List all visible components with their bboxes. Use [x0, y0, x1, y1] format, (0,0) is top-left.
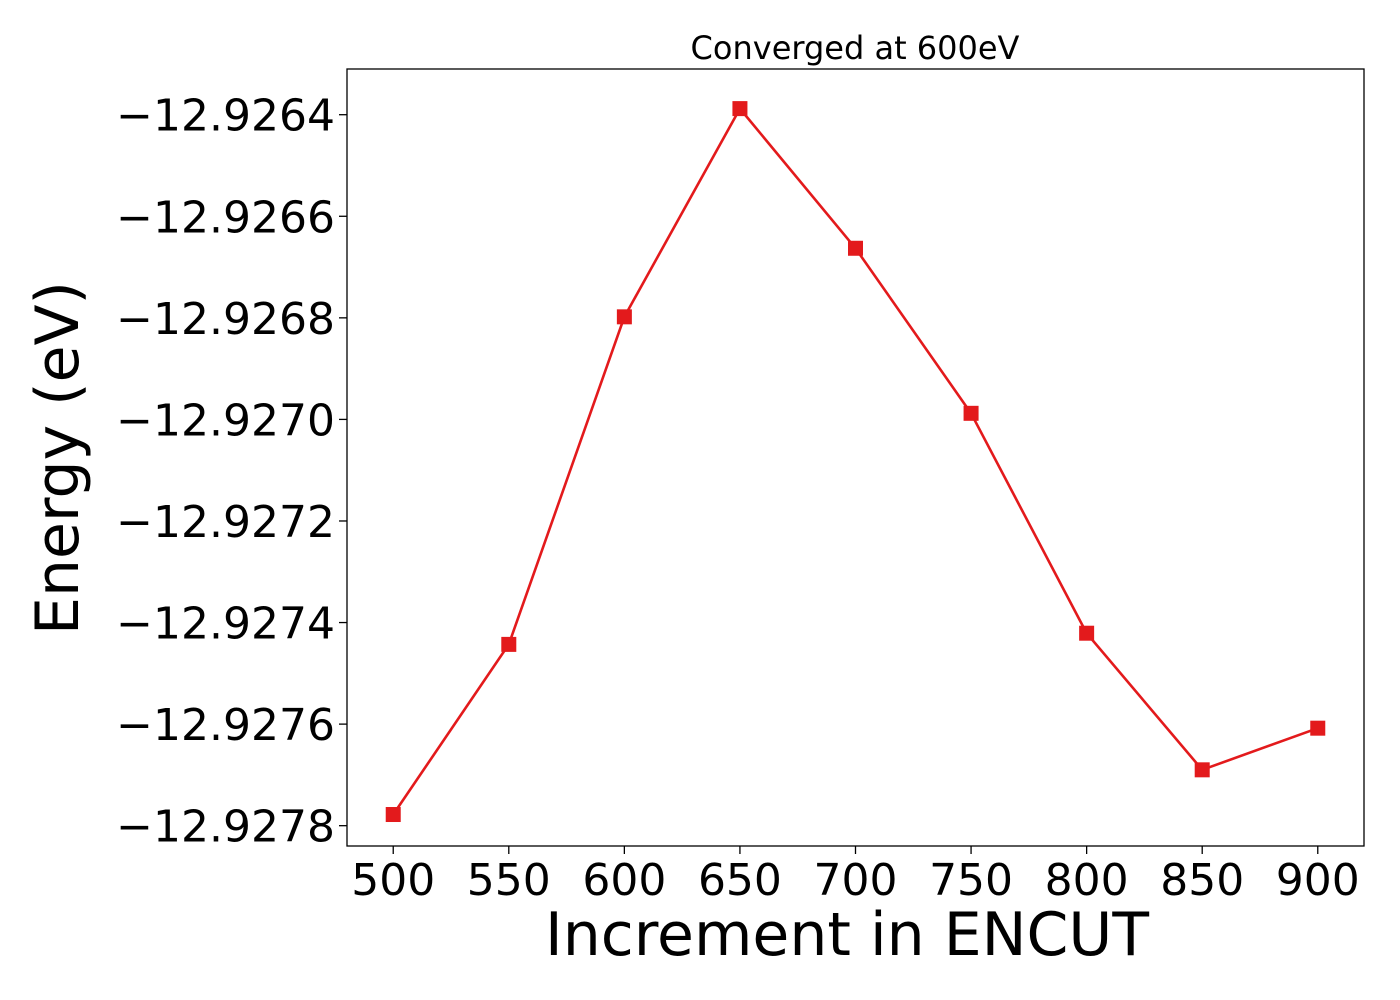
data-point [616, 309, 632, 325]
x-tick-label: 550 [467, 855, 551, 906]
data-point [501, 636, 517, 652]
data-point [732, 101, 748, 117]
y-axis-label: Energy (eV) [23, 281, 93, 635]
y-tick-label: −12.9268 [116, 294, 335, 345]
data-point [385, 807, 401, 823]
y-tick-label: −12.9278 [116, 802, 335, 853]
series-layer [385, 101, 1326, 823]
data-point [848, 240, 863, 256]
chart-title: Converged at 600eV [691, 29, 1020, 67]
y-tick-label: −12.9264 [116, 91, 335, 142]
x-tick-label: 750 [929, 855, 1013, 906]
data-point [1310, 720, 1326, 736]
x-tick-label: 650 [698, 855, 782, 906]
x-axis-label: Increment in ENCUT [545, 900, 1149, 970]
x-tick-label: 500 [351, 855, 435, 906]
x-tick-label: 700 [814, 855, 898, 906]
x-tick-label: 800 [1045, 855, 1129, 906]
data-point [1194, 762, 1210, 778]
x-tick-label: 850 [1160, 855, 1244, 906]
x-tick-label: 600 [582, 855, 666, 906]
y-tick-label: −12.9272 [116, 497, 335, 548]
y-axis-ticks: −12.9264 −12.9266 −12.9268 −12.9270 −12.9272… [116, 91, 347, 853]
series-line [392, 107, 1319, 816]
y-tick-label: −12.9274 [116, 599, 335, 650]
data-point [1079, 625, 1095, 641]
x-axis-ticks: 500 550 600 650 700 750 800 850 900 [351, 846, 1360, 906]
x-tick-label: 900 [1276, 855, 1360, 906]
plot-area-frame [346, 68, 1365, 847]
data-point [963, 405, 979, 421]
y-tick-label: −12.9270 [116, 395, 335, 446]
y-tick-label: −12.9266 [116, 192, 335, 243]
y-tick-label: −12.9276 [116, 700, 335, 751]
